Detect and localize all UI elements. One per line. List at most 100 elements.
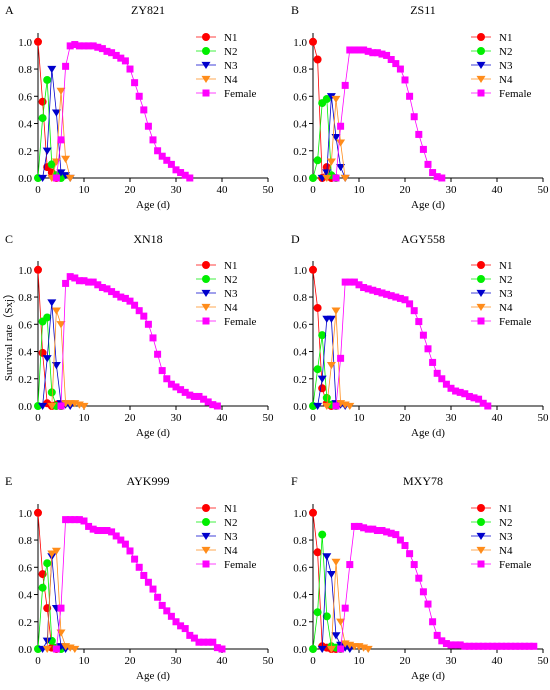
x-axis-title: Age (d) — [136, 199, 170, 211]
legend-label: N1 — [499, 32, 512, 44]
x-tick-label: 20 — [400, 655, 412, 667]
data-point — [177, 169, 185, 177]
legend-marker — [476, 75, 486, 84]
data-point — [401, 296, 409, 304]
data-point — [135, 92, 143, 100]
legend-marker — [477, 560, 485, 568]
data-point — [117, 54, 125, 62]
data-point — [313, 55, 322, 64]
data-point — [38, 583, 47, 592]
data-point — [424, 160, 432, 168]
data-point — [66, 273, 74, 281]
legend-label: N3 — [499, 531, 513, 543]
y-tick-label: 0.0 — [293, 173, 307, 185]
data-point — [406, 92, 414, 100]
data-point — [47, 388, 56, 397]
data-point — [433, 631, 441, 639]
data-point — [433, 173, 441, 181]
data-point — [475, 642, 483, 650]
series-n2 — [309, 530, 345, 653]
data-point — [51, 109, 61, 117]
legend-label: N2 — [224, 517, 237, 529]
legend-label: N4 — [499, 545, 513, 557]
series-female — [332, 46, 446, 182]
data-point — [470, 642, 478, 650]
data-point — [345, 645, 355, 654]
data-point — [424, 600, 432, 608]
data-point — [121, 540, 129, 548]
data-point — [346, 278, 354, 286]
data-point — [149, 585, 157, 593]
data-point — [447, 641, 455, 649]
data-point — [57, 604, 65, 612]
data-point — [378, 527, 386, 535]
data-point — [149, 334, 157, 342]
data-point — [177, 386, 185, 394]
data-point — [140, 106, 148, 114]
x-tick-label: 50 — [538, 655, 550, 667]
data-point — [186, 391, 194, 399]
legend-label: N4 — [224, 302, 238, 314]
data-point — [447, 384, 455, 392]
data-point — [318, 384, 327, 393]
data-point — [117, 536, 125, 544]
data-point — [112, 290, 120, 298]
legend-marker — [201, 303, 211, 312]
legend: N1 N2 N3 N4 Female — [471, 32, 531, 100]
data-point — [167, 612, 175, 620]
data-point — [415, 574, 423, 582]
data-point — [126, 547, 134, 555]
x-tick-label: 30 — [171, 412, 183, 424]
legend-label: N3 — [224, 288, 238, 300]
data-point — [89, 278, 97, 286]
data-point — [47, 550, 57, 558]
data-point — [516, 642, 524, 650]
data-point — [61, 172, 71, 180]
data-point — [396, 294, 404, 302]
legend-marker — [202, 33, 210, 41]
legend-marker — [201, 546, 211, 555]
data-point — [369, 49, 377, 57]
legend-label: Female — [224, 88, 256, 100]
panel-letter: A — [5, 3, 14, 17]
legend-label: N2 — [224, 46, 237, 58]
data-point — [38, 402, 48, 411]
x-tick-label: 0 — [35, 412, 41, 424]
data-point — [43, 559, 52, 568]
y-tick-label: 0.4 — [293, 347, 307, 359]
y-tick-label: 1.0 — [293, 265, 307, 277]
legend-marker — [202, 275, 210, 283]
y-tick-label: 0.0 — [293, 644, 307, 656]
data-point — [108, 288, 116, 296]
data-point — [158, 367, 166, 375]
data-point — [167, 380, 175, 388]
data-point — [525, 642, 533, 650]
data-point — [369, 286, 377, 294]
panel-letter: B — [291, 3, 299, 17]
y-tick-label: 0.8 — [18, 64, 32, 76]
data-point — [190, 392, 198, 400]
y-tick-label: 1.0 — [18, 37, 32, 49]
data-point — [332, 402, 340, 410]
data-point — [364, 525, 372, 533]
data-point — [57, 136, 65, 144]
x-tick-label: 50 — [263, 412, 275, 424]
data-point — [479, 399, 487, 407]
data-point — [378, 50, 386, 58]
data-point — [163, 156, 171, 164]
data-point — [89, 525, 97, 533]
x-tick-label: 0 — [310, 412, 316, 424]
data-point — [322, 402, 332, 411]
data-point — [57, 402, 65, 410]
data-point — [326, 570, 336, 579]
data-point — [456, 641, 464, 649]
data-point — [158, 601, 166, 609]
data-point — [313, 402, 323, 411]
legend-label: N2 — [224, 274, 237, 286]
data-point — [350, 522, 358, 530]
data-point — [336, 163, 346, 172]
data-point — [429, 358, 437, 366]
series-female — [337, 522, 538, 653]
data-point — [337, 122, 345, 130]
data-point — [85, 522, 93, 530]
